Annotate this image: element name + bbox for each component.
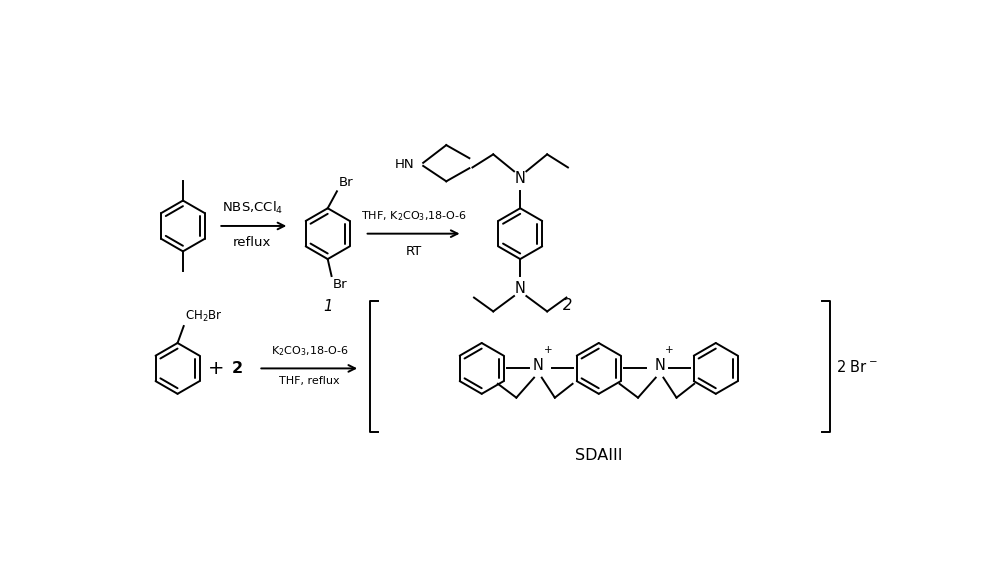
Text: HN: HN xyxy=(395,158,414,171)
Text: +: + xyxy=(544,344,552,355)
Text: N: N xyxy=(515,172,526,187)
Text: THF, reflux: THF, reflux xyxy=(279,376,340,386)
Text: reflux: reflux xyxy=(233,236,271,249)
Text: SDAIII: SDAIII xyxy=(575,448,622,463)
Text: 2: 2 xyxy=(563,297,572,313)
Text: CH$_2$Br: CH$_2$Br xyxy=(185,309,223,324)
Text: Br: Br xyxy=(338,176,353,189)
Text: +: + xyxy=(665,344,674,355)
Text: THF, K$_2$CO$_3$,18-O-6: THF, K$_2$CO$_3$,18-O-6 xyxy=(361,209,467,223)
Text: N: N xyxy=(515,281,526,296)
Text: 1: 1 xyxy=(323,299,332,314)
Text: N: N xyxy=(532,358,543,373)
Text: 2 Br$^-$: 2 Br$^-$ xyxy=(836,359,878,375)
Text: 2: 2 xyxy=(231,361,242,376)
Text: Br: Br xyxy=(332,278,347,292)
Text: N: N xyxy=(654,358,665,373)
Text: RT: RT xyxy=(406,245,422,258)
Text: +: + xyxy=(208,359,224,378)
Text: NBS,CCl$_4$: NBS,CCl$_4$ xyxy=(222,200,283,216)
Text: K$_2$CO$_3$,18-O-6: K$_2$CO$_3$,18-O-6 xyxy=(271,344,348,358)
